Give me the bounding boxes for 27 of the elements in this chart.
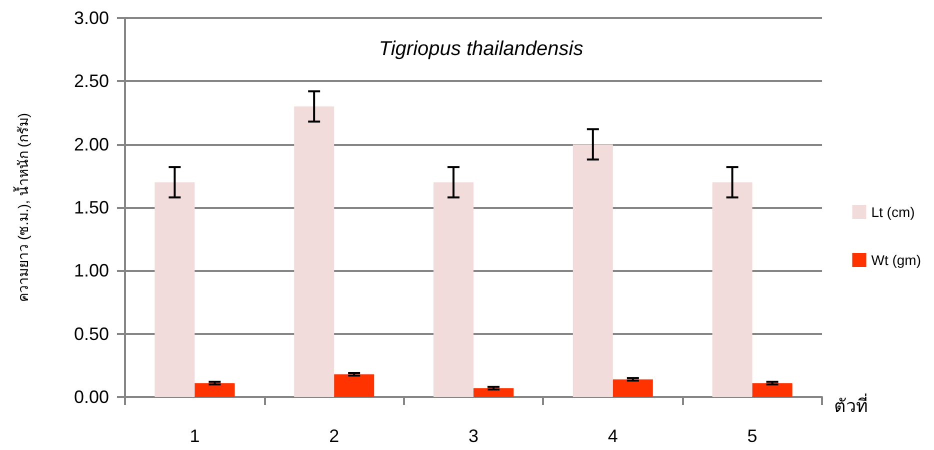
bar <box>712 182 752 397</box>
bar <box>294 106 334 397</box>
y-tick-label: 3.00 <box>74 8 109 28</box>
y-tick-label: 2.50 <box>74 71 109 92</box>
bar <box>572 144 613 397</box>
y-tick-label: 2.00 <box>74 134 109 154</box>
y-axis-title: ความยาว (ซ.ม.), น้ำหนัก (กรัม) <box>13 113 31 302</box>
bar <box>612 379 653 397</box>
legend-label: Lt (cm) <box>871 204 915 220</box>
bar <box>434 182 474 397</box>
x-tick-label: 2 <box>329 426 340 446</box>
x-tick-label: 1 <box>190 426 200 446</box>
legend-label: Wt (gm) <box>871 252 921 268</box>
x-tick-label: 3 <box>468 426 479 446</box>
bar <box>474 388 514 397</box>
text: Tigriopus thailandensis <box>378 38 584 60</box>
y-tick-label: 1.50 <box>74 198 109 218</box>
x-tick-label: 5 <box>747 426 758 446</box>
bar <box>154 182 195 397</box>
y-tick-label: 0.50 <box>74 324 109 344</box>
x-tick-label: 4 <box>608 426 618 446</box>
x-axis-title: ตัวที่ <box>834 393 868 416</box>
bar <box>334 374 374 397</box>
y-tick-label: 0.00 <box>74 387 109 407</box>
y-tick-label: 1.00 <box>74 260 109 281</box>
bar <box>194 383 235 397</box>
bar <box>752 383 792 397</box>
